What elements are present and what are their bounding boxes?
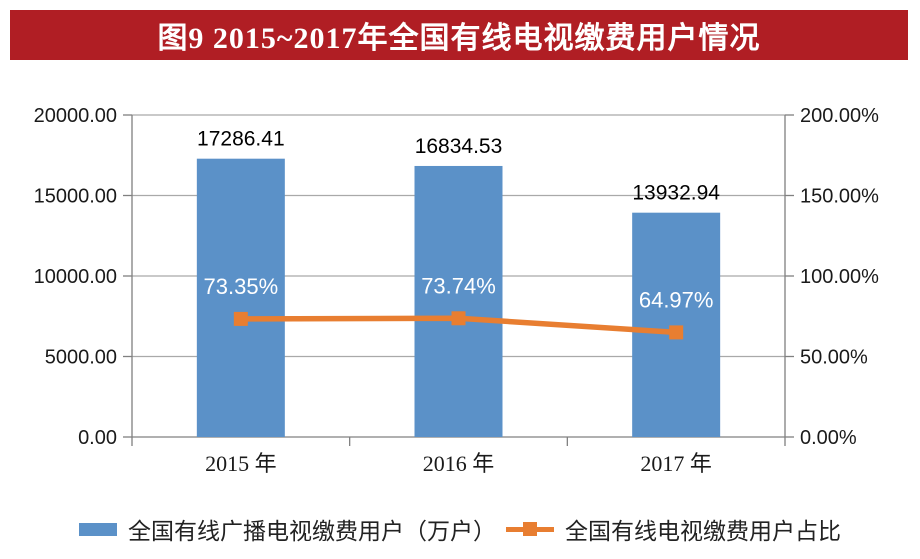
right-axis-tick-label: 100.00% xyxy=(800,266,879,288)
left-axis-tick-label: 15000.00 xyxy=(34,186,117,208)
legend-label-line-series: 全国有线电视缴费用户占比 xyxy=(565,518,841,544)
legend-label-bar-series: 全国有线广播电视缴费用户（万户） xyxy=(128,518,496,544)
chart-title: 图9 2015~2017年全国有线电视缴费用户情况 xyxy=(157,22,761,55)
percent-label: 73.74% xyxy=(421,273,496,298)
right-axis-tick-label: 0.00% xyxy=(800,427,857,449)
left-axis-tick-label: 5000.00 xyxy=(45,347,117,369)
bar xyxy=(196,158,285,438)
percent-label: 73.35% xyxy=(204,274,279,299)
percent-label: 64.97% xyxy=(639,287,714,312)
line-series-swatch-icon xyxy=(506,522,554,536)
chart-legend: 全国有线广播电视缴费用户（万户） 全国有线电视缴费用户占比 xyxy=(0,512,920,546)
x-axis-label: 2016 年 xyxy=(423,451,495,476)
chart-canvas: 0.00 0.00% 5000.00 50.00% 10000.00 100.00% 150… xyxy=(34,105,880,476)
x-axis-label: 2015 年 xyxy=(205,451,277,476)
bar-value-label: 13932.94 xyxy=(632,182,720,205)
x-axis-label: 2017 年 xyxy=(640,451,712,476)
line-marker xyxy=(233,311,248,326)
line-marker xyxy=(669,325,684,340)
legend-item-line-series: 全国有线电视缴费用户占比 xyxy=(506,512,841,546)
right-axis-tick-label: 150.00% xyxy=(800,186,879,208)
bar-series-swatch-icon xyxy=(79,522,117,536)
right-axis-tick-label: 200.00% xyxy=(800,105,879,127)
bar xyxy=(632,212,721,437)
bar xyxy=(414,165,503,438)
right-axis-tick-label: 50.00% xyxy=(800,347,868,369)
line-marker xyxy=(451,311,466,326)
title-banner: 图9 2015~2017年全国有线电视缴费用户情况 xyxy=(10,10,908,60)
left-axis-tick-label: 10000.00 xyxy=(34,266,117,288)
left-axis-tick-label: 20000.00 xyxy=(34,105,117,127)
bar-value-label: 16834.53 xyxy=(415,135,503,158)
left-axis-tick-label: 0.00 xyxy=(78,427,117,449)
bar-value-label: 17286.41 xyxy=(197,128,285,151)
legend-item-bar-series: 全国有线广播电视缴费用户（万户） xyxy=(79,512,496,546)
